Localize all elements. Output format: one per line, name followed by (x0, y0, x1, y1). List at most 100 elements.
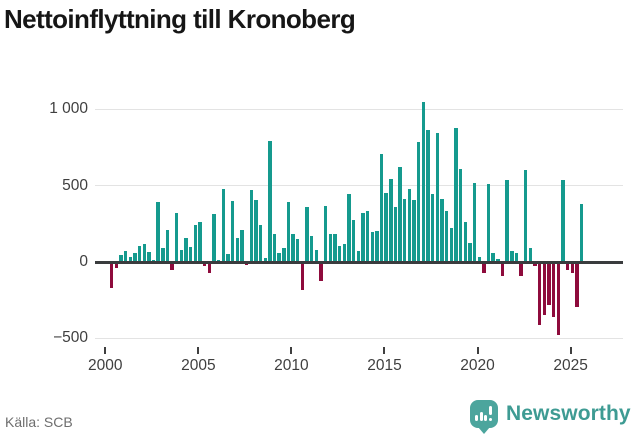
bar-2019-q2 (463, 221, 467, 262)
bar-2012-q1 (328, 234, 333, 262)
bar-2019-q1 (458, 168, 463, 262)
bar-2011-q3 (319, 262, 323, 281)
bar-2012-q2 (333, 234, 337, 262)
bar-2008-q2 (258, 225, 263, 262)
bar-2023-q1 (533, 262, 537, 266)
x-axis-tick-label-2020: 2020 (460, 357, 495, 374)
bar-2003-q1 (161, 248, 165, 262)
icon-bar (475, 415, 478, 421)
y-axis-tick-label: 500 (62, 176, 88, 194)
bar-2004-q3 (189, 246, 193, 262)
bar-2007-q2 (240, 229, 244, 262)
newsworthy-bar-chart-bubble-icon (470, 400, 498, 434)
bar-2014-q4 (379, 154, 384, 262)
bar-2016-q4 (417, 141, 421, 262)
bar-2022-q3 (524, 170, 528, 262)
bar-2010-q3 (300, 262, 305, 290)
icon-exclamation-dot (488, 417, 492, 421)
bar-2015-q4 (398, 166, 402, 262)
gridline-500 (95, 185, 623, 187)
bar-2001-q1 (123, 251, 128, 262)
bar-2002-q1 (142, 243, 146, 262)
bar-2009-q4 (286, 202, 291, 262)
x-axis-tick-2020 (476, 347, 479, 354)
bar-2013-q1 (347, 194, 351, 262)
y-axis-tick-label: 1 000 (49, 100, 88, 118)
bar-2016-q1 (403, 199, 407, 262)
bar-2001-q4 (137, 245, 142, 262)
bar-2014-q3 (375, 230, 379, 262)
bar-2025-q2 (575, 262, 579, 307)
bar-2006-q3 (226, 254, 230, 262)
zero-axis-line (95, 260, 623, 264)
bar-2018-q3 (449, 227, 453, 262)
bar-2004-q4 (193, 225, 198, 262)
bar-2000-q3 (114, 262, 118, 269)
bar-2013-q3 (356, 250, 360, 262)
bar-2015-q2 (389, 179, 393, 262)
bar-2007-q4 (249, 189, 253, 262)
bar-2021-q4 (510, 251, 514, 262)
bar-2015-q3 (393, 207, 398, 262)
bar-2010-q2 (296, 239, 300, 262)
chart-title: Nettoinflyttning till Kronoberg (4, 4, 356, 34)
bar-2013-q2 (351, 220, 356, 262)
x-axis-tick-label-2005: 2005 (181, 357, 216, 374)
icon-bar (484, 414, 487, 421)
bar-2020-q1 (477, 257, 481, 262)
bar-2001-q3 (133, 252, 137, 262)
bar-2017-q1 (421, 101, 426, 262)
bar-2023-q4 (547, 262, 551, 306)
y-axis-tick-label: −500 (53, 329, 88, 347)
bar-2022-q2 (519, 262, 523, 277)
x-axis-tick-label-2025: 2025 (553, 357, 588, 374)
bar-2021-q3 (505, 180, 509, 262)
bar-2014-q2 (370, 231, 374, 262)
bar-2019-q3 (468, 242, 472, 262)
bar-2007-q3 (244, 262, 249, 266)
bar-2013-q4 (361, 213, 365, 262)
gridline--500 (95, 337, 623, 339)
bar-2005-q3 (207, 262, 212, 273)
x-axis-tick-2025 (569, 347, 572, 354)
x-axis-tick-label-2010: 2010 (274, 357, 309, 374)
x-axis-tick-label-2000: 2000 (88, 357, 123, 374)
bar-2017-q2 (426, 129, 430, 262)
bar-2006-q4 (230, 200, 235, 262)
bar-2011-q2 (314, 249, 319, 262)
bar-2023-q2 (538, 262, 542, 325)
bar-2014-q1 (365, 210, 370, 262)
x-axis-tick-2015 (383, 347, 386, 354)
newsworthy-logo-text: Newsworthy (506, 402, 631, 425)
bar-2016-q2 (407, 189, 412, 262)
bar-2002-q2 (147, 252, 151, 262)
bar-2005-q1 (198, 222, 202, 262)
bar-2007-q1 (235, 237, 239, 262)
newsworthy-logo: Newsworthy (470, 399, 631, 435)
bar-2011-q4 (323, 205, 328, 262)
bar-2010-q4 (305, 207, 309, 262)
bar-2004-q1 (179, 249, 184, 262)
bar-2020-q3 (486, 184, 491, 262)
bar-2012-q3 (337, 245, 342, 262)
bar-2008-q4 (268, 141, 272, 262)
bar-2009-q3 (282, 248, 286, 262)
bar-2024-q2 (556, 262, 561, 336)
bar-2020-q2 (482, 262, 486, 273)
x-axis-tick-2010 (290, 347, 293, 354)
icon-bubble-tail (478, 427, 490, 434)
bar-2024-q1 (551, 262, 556, 317)
gridline-1000 (95, 108, 623, 110)
bar-2012-q4 (342, 243, 346, 262)
bar-2023-q3 (542, 262, 547, 315)
bar-2017-q4 (435, 132, 440, 262)
icon-bar (479, 412, 483, 421)
x-axis-tick-2005 (197, 347, 200, 354)
bar-2015-q1 (384, 193, 388, 262)
bar-2025-q3 (579, 204, 584, 262)
bar-2006-q2 (221, 188, 226, 262)
bar-2001-q2 (128, 256, 132, 262)
bar-2009-q2 (277, 253, 281, 262)
